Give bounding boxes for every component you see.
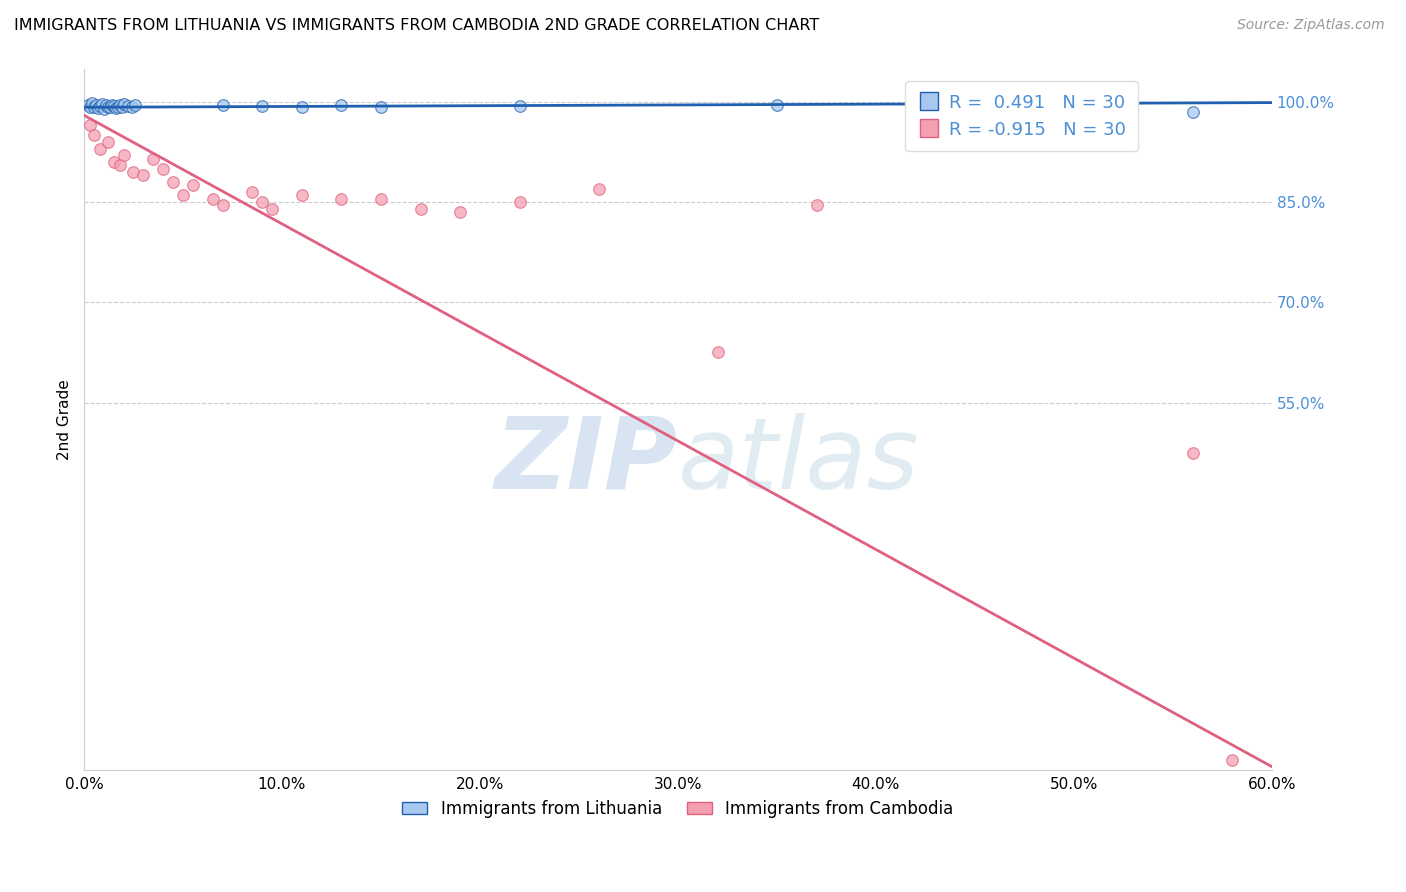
Point bbox=[112, 148, 135, 162]
Point bbox=[124, 98, 146, 112]
Point bbox=[201, 192, 224, 206]
Point bbox=[330, 98, 353, 112]
Point bbox=[108, 98, 131, 112]
Point bbox=[122, 165, 145, 179]
Point bbox=[89, 142, 111, 156]
Text: ZIP: ZIP bbox=[495, 413, 678, 510]
Point bbox=[291, 100, 314, 114]
Point bbox=[117, 99, 139, 113]
Point bbox=[250, 99, 273, 113]
Text: IMMIGRANTS FROM LITHUANIA VS IMMIGRANTS FROM CAMBODIA 2ND GRADE CORRELATION CHAR: IMMIGRANTS FROM LITHUANIA VS IMMIGRANTS … bbox=[14, 18, 820, 33]
Point bbox=[172, 188, 194, 202]
Point bbox=[77, 98, 100, 112]
Text: Source: ZipAtlas.com: Source: ZipAtlas.com bbox=[1237, 18, 1385, 32]
Point bbox=[409, 202, 432, 216]
Point bbox=[83, 128, 105, 143]
Text: atlas: atlas bbox=[678, 413, 920, 510]
Point bbox=[107, 100, 129, 114]
Point bbox=[89, 99, 111, 113]
Point bbox=[93, 102, 115, 116]
Point bbox=[104, 101, 127, 115]
Point bbox=[370, 192, 392, 206]
Point bbox=[509, 195, 531, 210]
Point bbox=[112, 97, 135, 112]
Point bbox=[449, 205, 471, 219]
Point bbox=[250, 195, 273, 210]
Point bbox=[97, 100, 120, 114]
Point bbox=[1181, 104, 1204, 119]
Point bbox=[181, 178, 204, 193]
Point bbox=[94, 98, 117, 112]
Point bbox=[211, 198, 233, 212]
Point bbox=[240, 185, 263, 199]
Point bbox=[588, 182, 610, 196]
Point bbox=[330, 192, 353, 206]
Point bbox=[83, 100, 105, 114]
Legend: Immigrants from Lithuania, Immigrants from Cambodia: Immigrants from Lithuania, Immigrants fr… bbox=[395, 794, 960, 825]
Point bbox=[103, 155, 125, 169]
Point bbox=[87, 101, 110, 115]
Point bbox=[80, 96, 103, 111]
Point bbox=[1181, 445, 1204, 459]
Point bbox=[90, 97, 112, 112]
Point bbox=[262, 202, 284, 216]
Point bbox=[97, 135, 120, 149]
Point bbox=[79, 100, 101, 114]
Point bbox=[706, 345, 728, 359]
Point bbox=[84, 97, 107, 112]
Y-axis label: 2nd Grade: 2nd Grade bbox=[58, 379, 72, 459]
Point bbox=[132, 169, 155, 183]
Point bbox=[370, 100, 392, 114]
Point bbox=[509, 99, 531, 113]
Point bbox=[98, 100, 121, 114]
Point bbox=[152, 161, 174, 176]
Point bbox=[291, 188, 314, 202]
Point bbox=[100, 97, 122, 112]
Point bbox=[121, 100, 143, 114]
Point bbox=[108, 158, 131, 172]
Point bbox=[142, 152, 165, 166]
Point bbox=[806, 198, 828, 212]
Point bbox=[162, 175, 184, 189]
Point bbox=[79, 118, 101, 132]
Point bbox=[211, 97, 233, 112]
Point bbox=[1220, 753, 1243, 767]
Point bbox=[103, 99, 125, 113]
Point bbox=[110, 100, 132, 114]
Point bbox=[766, 98, 789, 112]
